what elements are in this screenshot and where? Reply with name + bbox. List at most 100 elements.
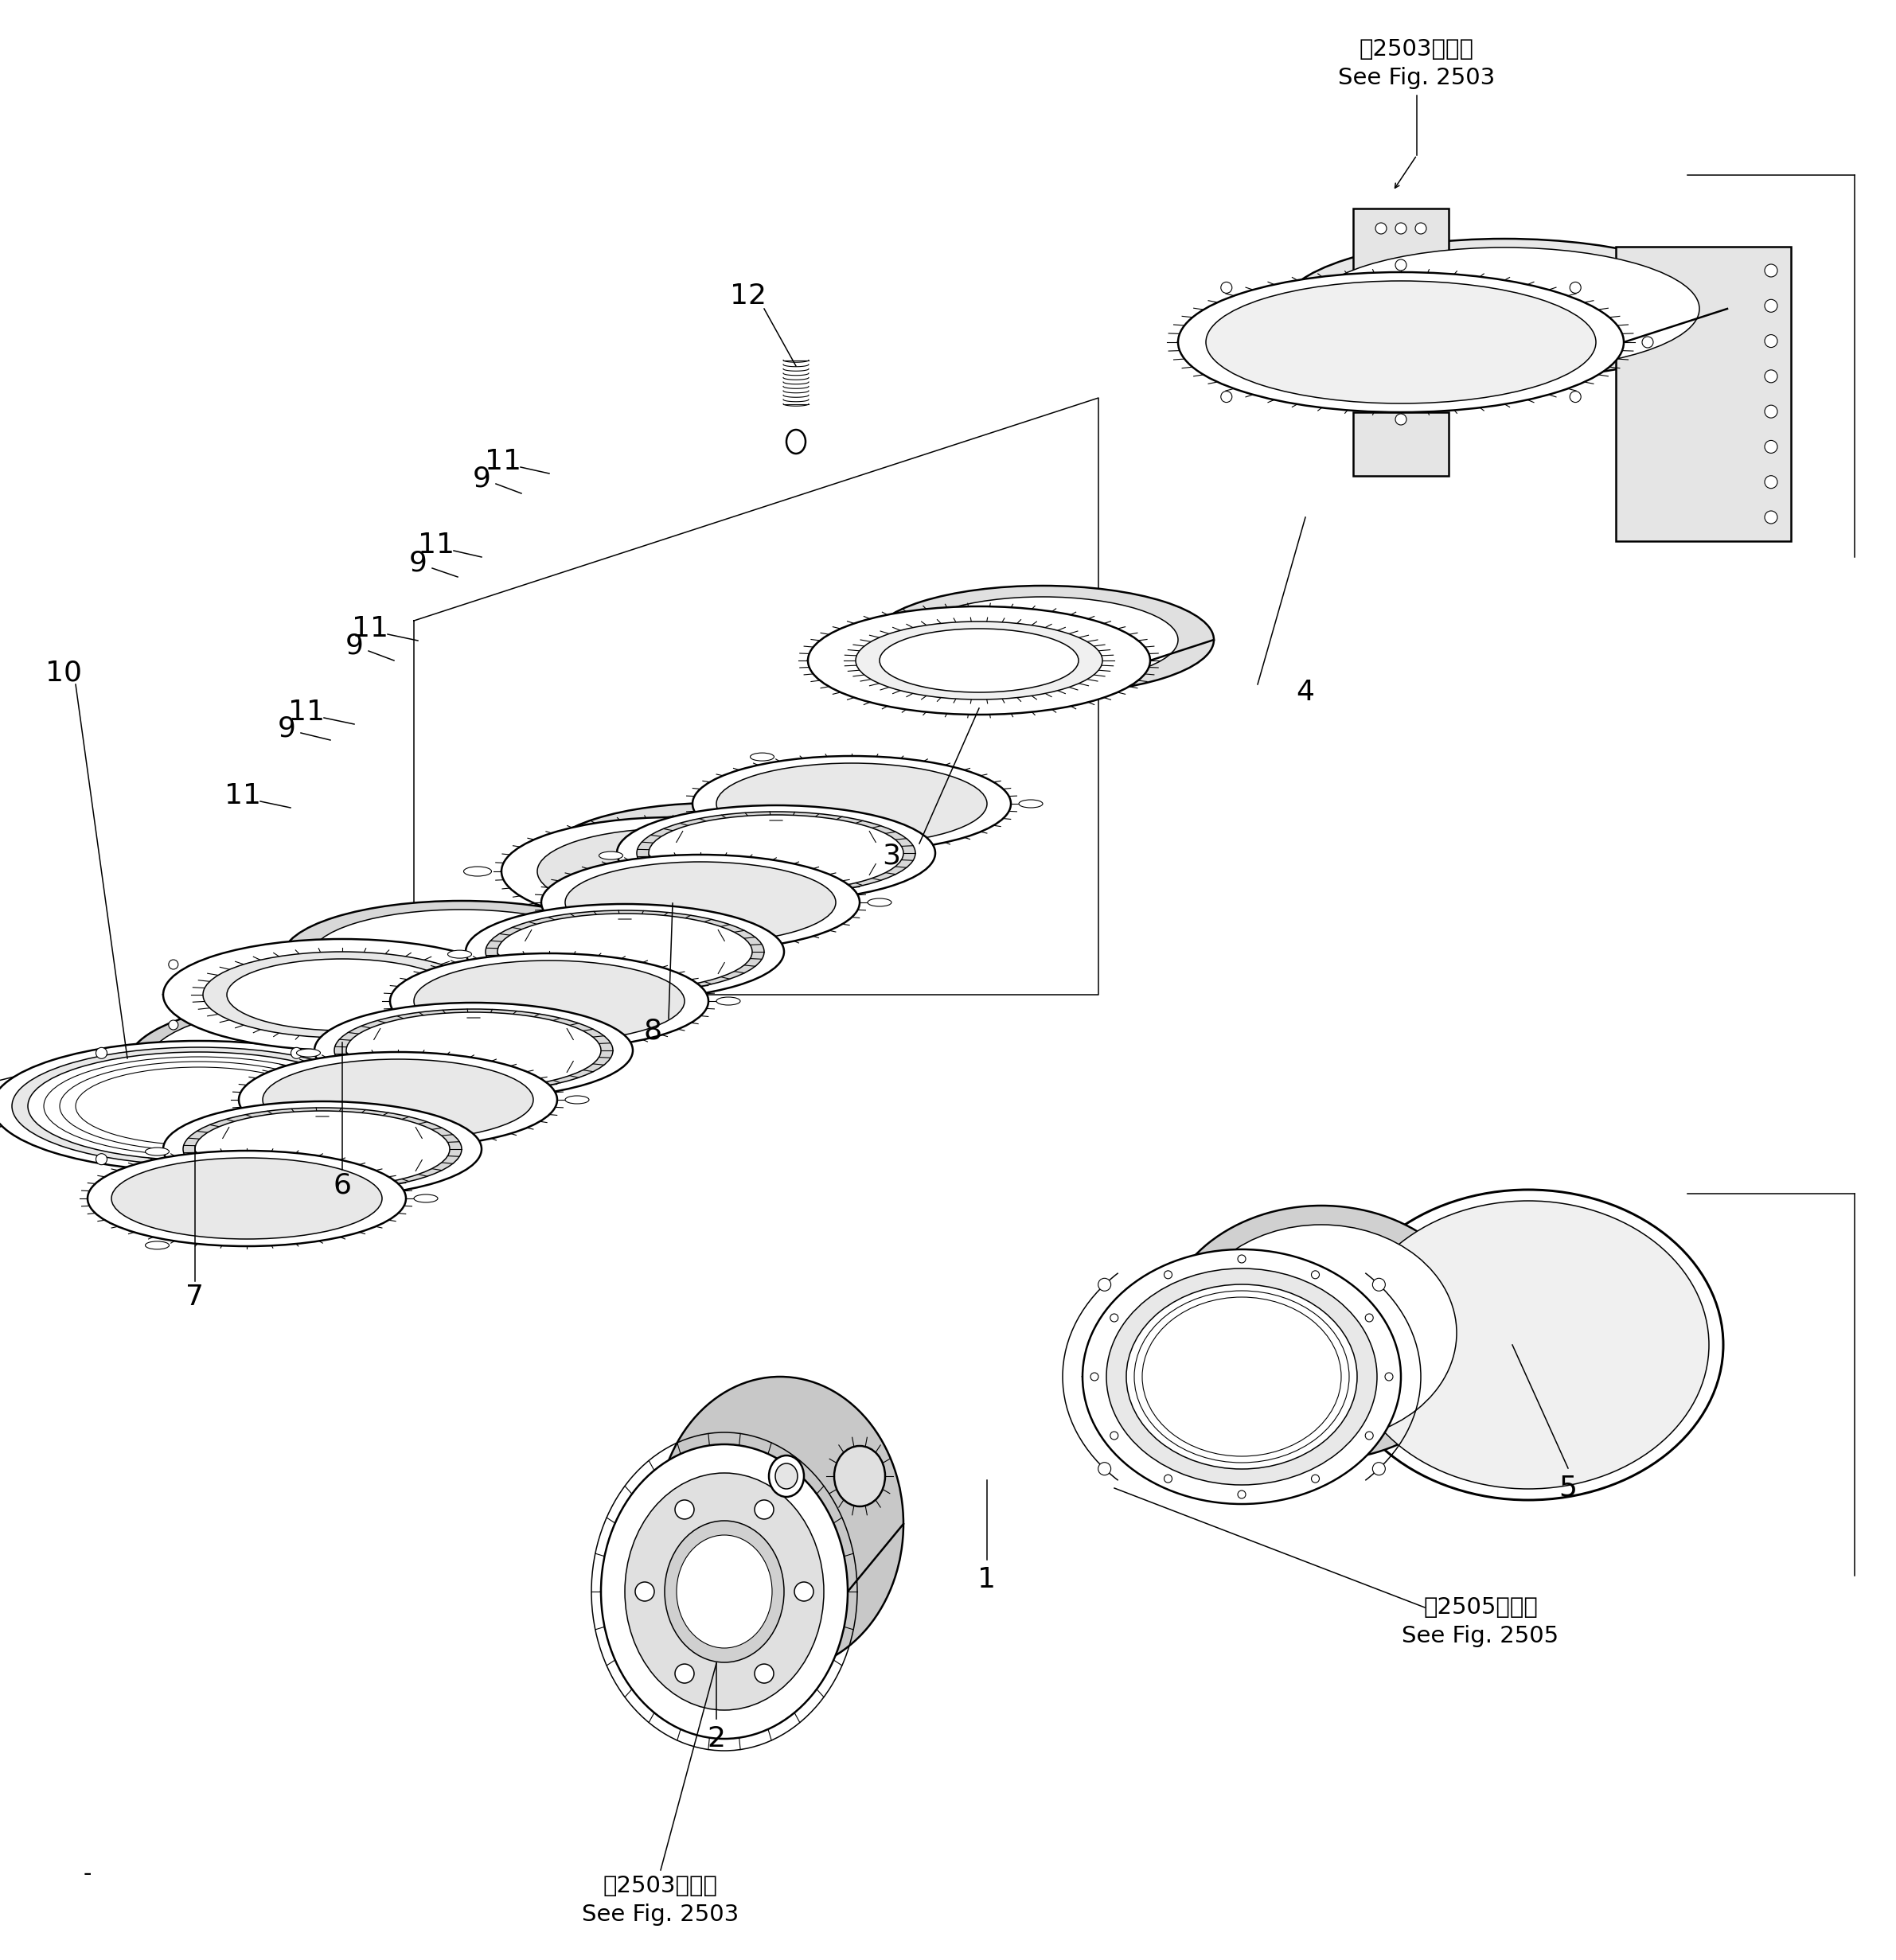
- Ellipse shape: [770, 1456, 804, 1497]
- Text: 1: 1: [978, 1566, 995, 1593]
- Ellipse shape: [787, 429, 806, 453]
- Text: 5: 5: [1559, 1474, 1577, 1501]
- Ellipse shape: [203, 953, 482, 1037]
- Circle shape: [1765, 265, 1777, 276]
- Ellipse shape: [283, 902, 641, 1011]
- Ellipse shape: [751, 847, 774, 855]
- Text: 4: 4: [1297, 678, 1314, 706]
- Ellipse shape: [466, 904, 785, 1000]
- Ellipse shape: [228, 958, 457, 1031]
- Text: 10: 10: [46, 659, 82, 686]
- Ellipse shape: [757, 813, 785, 823]
- Bar: [1354, 208, 1449, 272]
- Circle shape: [1395, 223, 1407, 233]
- Circle shape: [1111, 1313, 1119, 1321]
- Ellipse shape: [334, 1009, 612, 1092]
- Ellipse shape: [465, 866, 491, 876]
- Text: 9: 9: [410, 551, 427, 576]
- Circle shape: [794, 1582, 813, 1601]
- Text: 7: 7: [186, 1284, 205, 1311]
- Ellipse shape: [616, 806, 935, 902]
- Circle shape: [755, 1499, 774, 1519]
- Ellipse shape: [1162, 1205, 1481, 1460]
- Ellipse shape: [148, 1004, 521, 1121]
- Text: 第2503図参照: 第2503図参照: [603, 1876, 719, 1897]
- Ellipse shape: [163, 939, 521, 1051]
- Circle shape: [1365, 1313, 1373, 1321]
- Circle shape: [1375, 223, 1386, 233]
- Circle shape: [1164, 1474, 1172, 1482]
- Ellipse shape: [347, 1011, 601, 1088]
- Circle shape: [169, 960, 178, 970]
- Ellipse shape: [540, 855, 859, 951]
- Text: 2: 2: [707, 1725, 726, 1752]
- Ellipse shape: [296, 1049, 320, 1056]
- Text: 8: 8: [643, 1017, 662, 1045]
- Ellipse shape: [601, 1445, 848, 1739]
- Text: 9: 9: [277, 715, 296, 741]
- Circle shape: [1570, 282, 1581, 294]
- Circle shape: [1221, 392, 1232, 402]
- Ellipse shape: [1333, 1190, 1723, 1499]
- Circle shape: [1365, 1431, 1373, 1439]
- Text: 11: 11: [485, 449, 521, 474]
- Ellipse shape: [1187, 1225, 1456, 1441]
- Ellipse shape: [112, 1158, 383, 1239]
- Ellipse shape: [28, 1053, 370, 1160]
- Ellipse shape: [599, 945, 624, 953]
- Circle shape: [1164, 1270, 1172, 1278]
- Circle shape: [1098, 1462, 1111, 1476]
- Ellipse shape: [391, 953, 709, 1049]
- Circle shape: [1765, 300, 1777, 312]
- Circle shape: [1765, 476, 1777, 488]
- Ellipse shape: [413, 960, 684, 1041]
- Circle shape: [290, 1047, 301, 1058]
- Ellipse shape: [692, 757, 1011, 851]
- Ellipse shape: [717, 762, 988, 845]
- Ellipse shape: [808, 606, 1151, 715]
- Circle shape: [169, 1021, 178, 1029]
- Ellipse shape: [497, 913, 753, 990]
- Ellipse shape: [775, 1464, 798, 1490]
- Circle shape: [1111, 1431, 1119, 1439]
- Circle shape: [1098, 1278, 1111, 1292]
- Circle shape: [1384, 1372, 1394, 1380]
- Text: See Fig. 2503: See Fig. 2503: [582, 1903, 739, 1927]
- Circle shape: [1642, 337, 1653, 347]
- Circle shape: [1765, 335, 1777, 347]
- Circle shape: [1090, 1372, 1098, 1380]
- Circle shape: [1373, 1278, 1386, 1292]
- Text: See Fig. 2505: See Fig. 2505: [1401, 1625, 1559, 1646]
- Ellipse shape: [757, 921, 785, 929]
- Ellipse shape: [87, 1151, 406, 1247]
- Ellipse shape: [565, 862, 836, 943]
- Text: 11: 11: [353, 615, 389, 643]
- Circle shape: [675, 1664, 694, 1684]
- Text: 9: 9: [345, 633, 364, 661]
- Circle shape: [755, 1664, 774, 1684]
- Ellipse shape: [447, 1045, 472, 1053]
- Ellipse shape: [501, 817, 844, 925]
- Circle shape: [675, 1499, 694, 1519]
- Ellipse shape: [908, 598, 1177, 682]
- Ellipse shape: [648, 815, 902, 892]
- Ellipse shape: [315, 1004, 633, 1098]
- Ellipse shape: [834, 1446, 885, 1507]
- Ellipse shape: [855, 621, 1102, 700]
- Text: 第2503図参照: 第2503図参照: [1359, 37, 1473, 61]
- Ellipse shape: [637, 811, 916, 894]
- Ellipse shape: [0, 1041, 406, 1172]
- Ellipse shape: [717, 998, 739, 1005]
- Ellipse shape: [1083, 1249, 1401, 1503]
- Ellipse shape: [580, 813, 851, 900]
- Circle shape: [1238, 1490, 1246, 1499]
- Ellipse shape: [880, 629, 1079, 692]
- Ellipse shape: [129, 998, 542, 1127]
- Ellipse shape: [599, 851, 624, 860]
- Circle shape: [1765, 441, 1777, 453]
- Ellipse shape: [1310, 247, 1699, 370]
- Ellipse shape: [11, 1047, 387, 1164]
- Circle shape: [97, 1047, 106, 1058]
- Ellipse shape: [163, 1102, 482, 1198]
- Ellipse shape: [626, 1474, 825, 1711]
